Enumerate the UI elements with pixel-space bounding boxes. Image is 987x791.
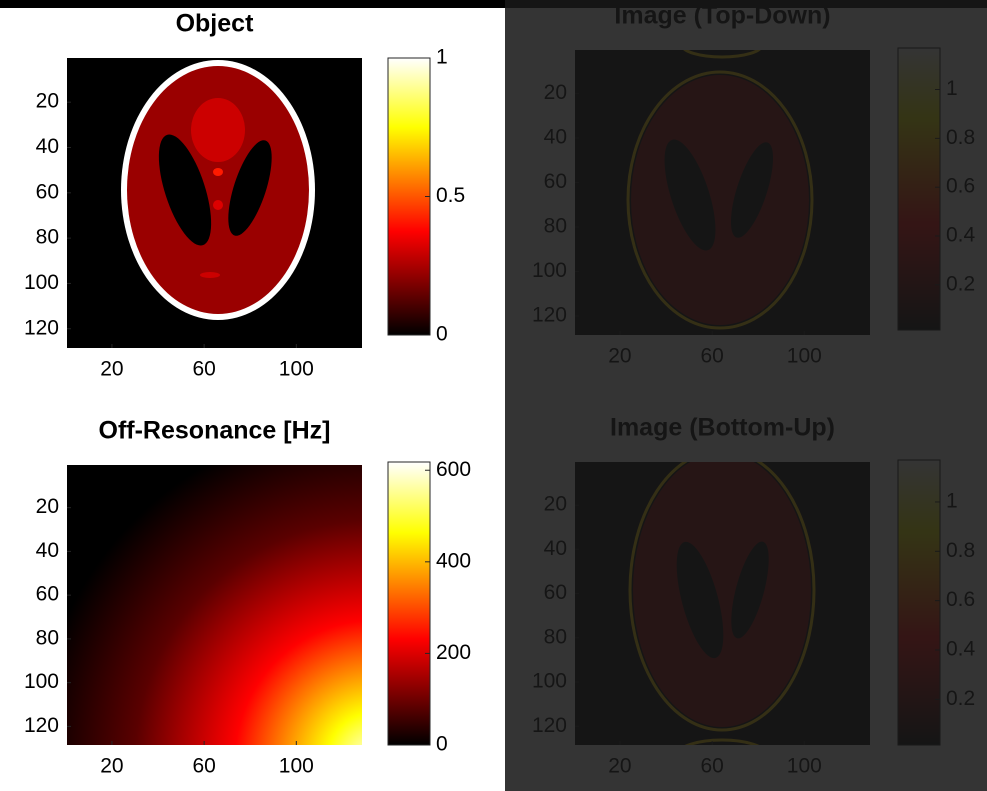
plot-title: Object <box>176 10 254 38</box>
colorbar-tick-label: 0 <box>436 733 448 756</box>
image-object <box>67 58 362 348</box>
image-off-resonance <box>67 465 362 745</box>
y-tick-label: 120 <box>24 316 59 339</box>
plot-title: Off-Resonance [Hz] <box>99 417 331 445</box>
dim-overlay <box>505 0 987 791</box>
colorbar <box>387 461 431 746</box>
colorbar-tick-label: 1 <box>436 46 448 69</box>
y-tick-label: 20 <box>36 495 59 518</box>
y-tick-label: 20 <box>36 90 59 113</box>
y-tick-label: 80 <box>36 226 59 249</box>
colorbar-tick-label: 600 <box>436 458 471 481</box>
y-tick-label: 40 <box>36 539 59 562</box>
x-tick-label: 100 <box>279 358 314 381</box>
x-tick-label: 60 <box>192 358 215 381</box>
x-tick-label: 20 <box>100 358 123 381</box>
y-tick-label: 100 <box>24 670 59 693</box>
top-bar <box>0 0 987 8</box>
colorbar-tick-label: 0 <box>436 323 448 346</box>
y-tick-label: 120 <box>24 714 59 737</box>
x-tick-label: 100 <box>279 755 314 778</box>
y-tick-label: 60 <box>36 180 59 203</box>
colorbar-tick-label: 0.5 <box>436 184 465 207</box>
colorbar <box>387 57 431 336</box>
y-tick-label: 60 <box>36 583 59 606</box>
y-tick-label: 100 <box>24 271 59 294</box>
x-tick-label: 20 <box>100 755 123 778</box>
colorbar-tick-label: 200 <box>436 641 471 664</box>
colorbar-tick-label: 400 <box>436 549 471 572</box>
y-tick-label: 80 <box>36 626 59 649</box>
y-tick-label: 40 <box>36 135 59 158</box>
x-tick-label: 60 <box>192 755 215 778</box>
